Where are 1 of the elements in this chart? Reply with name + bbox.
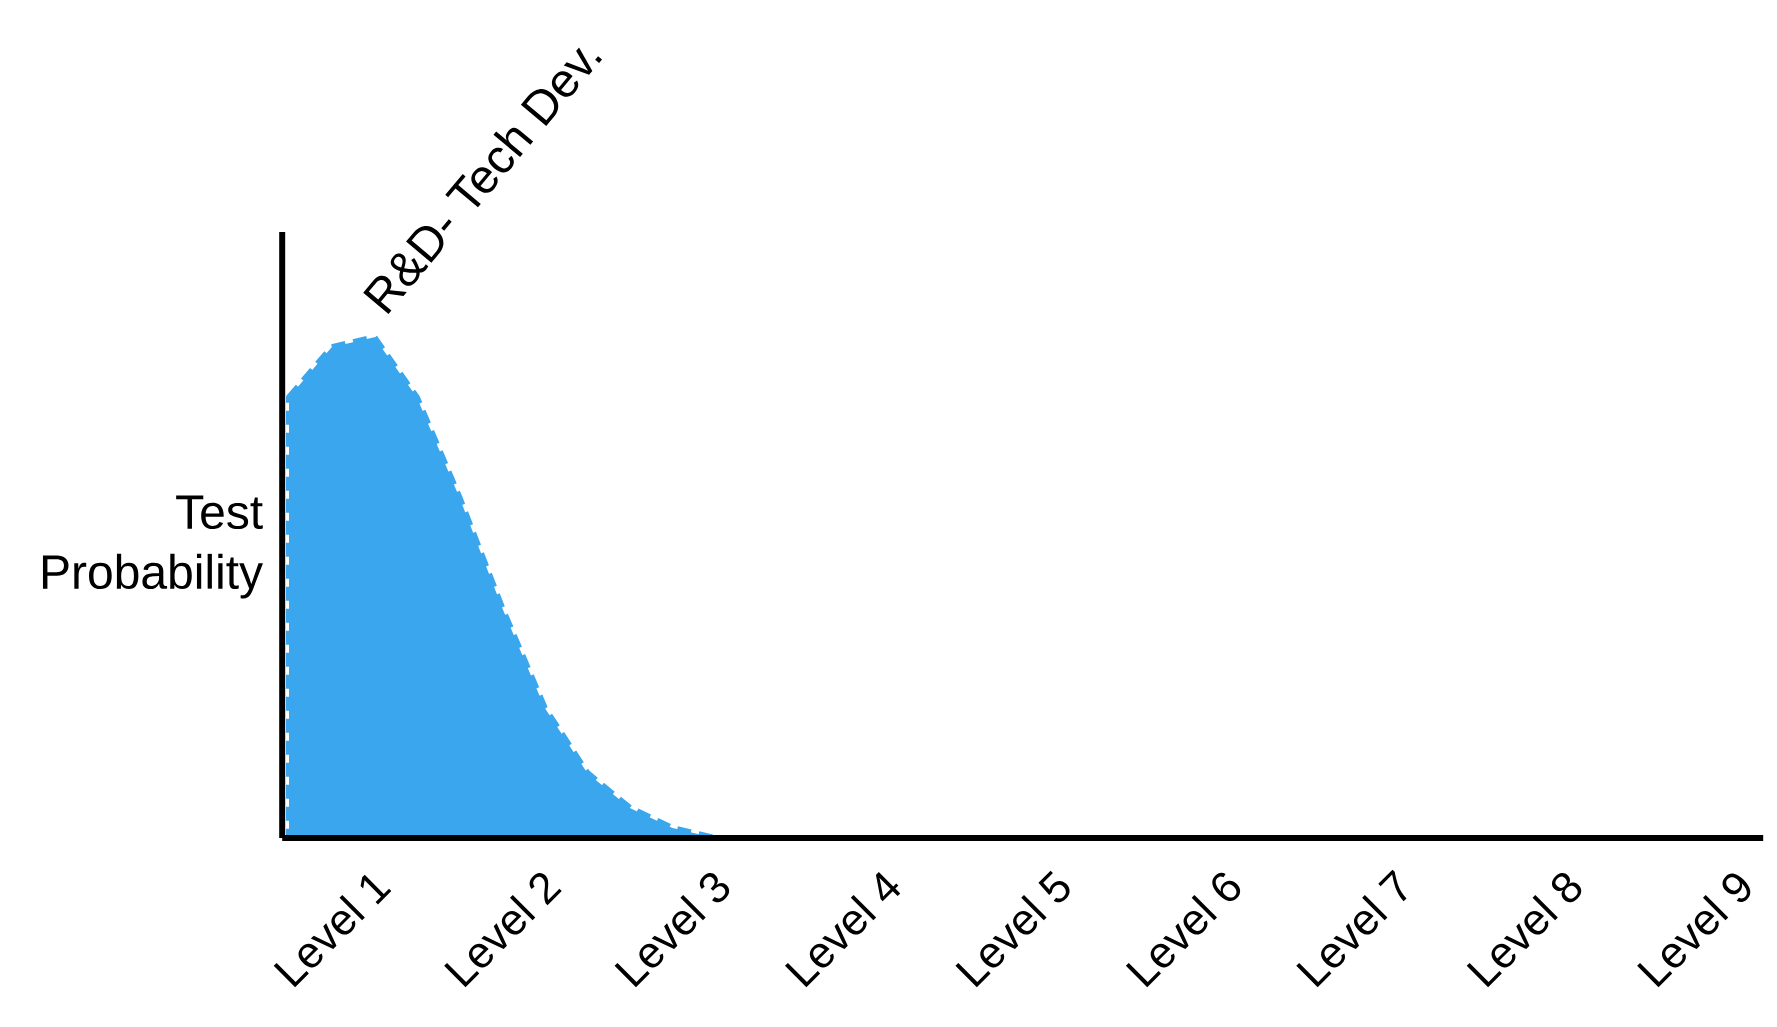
y-axis-title: Test Probability [42,495,263,599]
